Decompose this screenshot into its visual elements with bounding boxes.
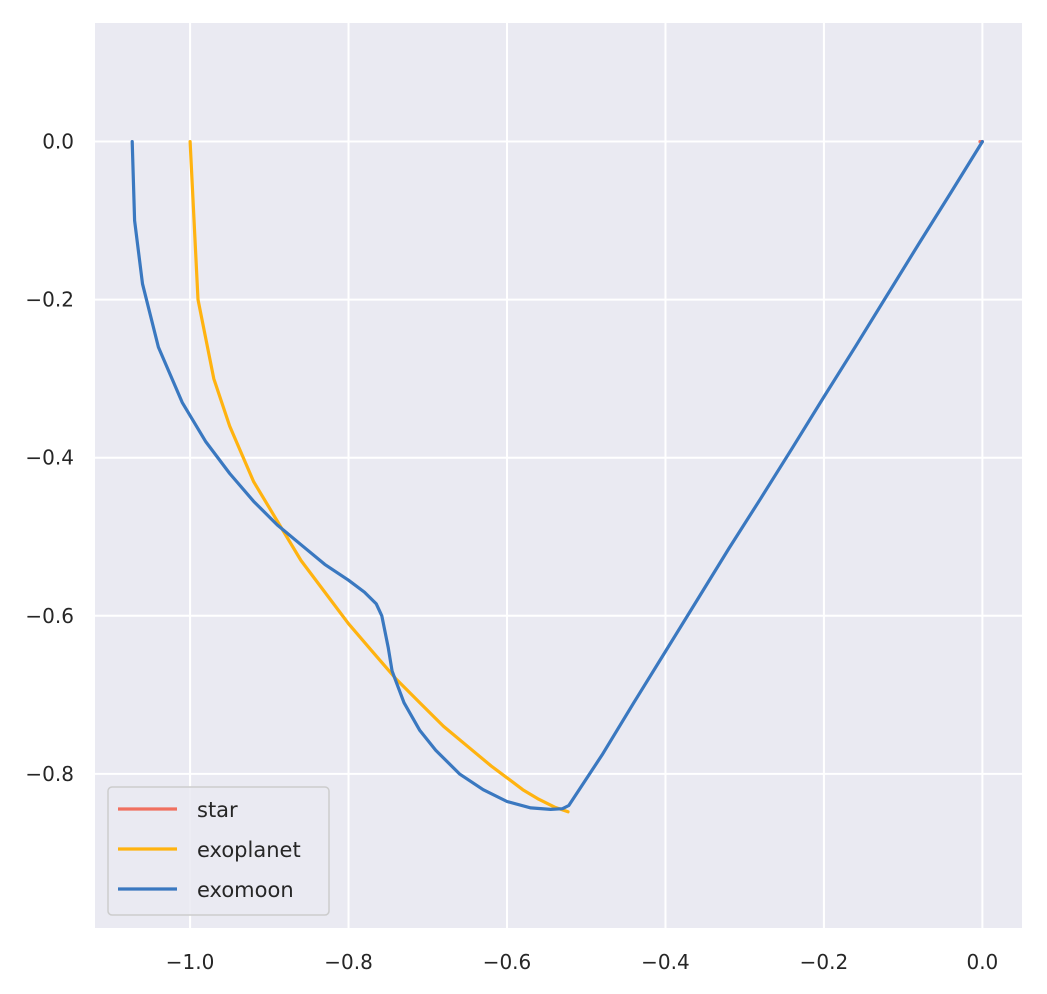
x-axis-tick-labels: −1.0 −0.8 −0.6 −0.4 −0.2 0.0 (166, 950, 999, 974)
y-tick-label: −0.4 (25, 446, 74, 470)
x-tick-label: 0.0 (966, 950, 998, 974)
y-tick-label: −0.8 (25, 762, 74, 786)
legend-box (107, 786, 330, 916)
x-tick-label: −0.4 (641, 950, 690, 974)
legend: star exoplanet exomoon (107, 786, 330, 916)
y-tick-label: −0.2 (25, 288, 74, 312)
series-line-exoplanet (188, 140, 570, 814)
legend-label-exomoon: exomoon (197, 878, 294, 902)
x-tick-label: −0.6 (483, 950, 532, 974)
x-tick-label: −1.0 (166, 950, 215, 974)
x-tick-label: −0.8 (324, 950, 373, 974)
y-tick-label: 0.0 (42, 130, 74, 154)
legend-label-star: star (197, 798, 238, 822)
y-axis-tick-labels: 0.0 −0.2 −0.4 −0.6 −0.8 (25, 130, 74, 786)
series-lines (130, 140, 985, 814)
y-tick-label: −0.6 (25, 604, 74, 628)
series-line-exomoon (130, 140, 985, 812)
x-tick-label: −0.2 (800, 950, 849, 974)
grid-lines (95, 23, 1022, 928)
legend-label-exoplanet: exoplanet (197, 838, 301, 862)
